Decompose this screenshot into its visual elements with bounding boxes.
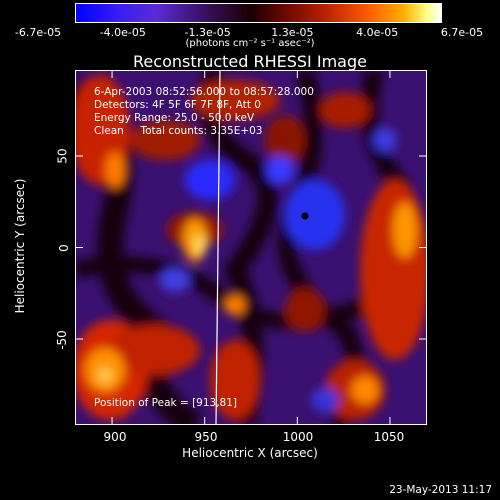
annotation-peak-position: Position of Peak = [913,81] xyxy=(94,397,238,409)
colorbar-tick-label: 6.7e-05 xyxy=(440,26,484,39)
y-tick-label: -50 xyxy=(54,330,69,350)
colorbar-tick-label: 4.0e-05 xyxy=(356,26,399,39)
annotation-time-range: 6-Apr-2003 08:52:56.000 to 08:57:28.000 xyxy=(94,86,314,98)
x-tick-label: 1000 xyxy=(282,430,314,444)
solar-limb-line xyxy=(215,70,221,425)
colorbar-tick-label: -6.7e-05 xyxy=(14,26,62,39)
colorbar-tick-label: -4.0e-05 xyxy=(99,26,146,39)
annotation-detectors: Detectors: 4F 5F 6F 7F 8F, Att 0 xyxy=(94,99,261,111)
y-tick-label: 50 xyxy=(55,148,70,164)
y-axis-label: Heliocentric Y (arcsec) xyxy=(13,178,27,314)
annotation-energy-range: Energy Range: 25.0 - 50.0 keV xyxy=(94,112,255,124)
chart-title: Reconstructed RHESSI Image xyxy=(133,52,367,71)
colorbar-tick-label: -1.3e-05 xyxy=(184,26,231,39)
colorbar xyxy=(75,3,442,23)
x-tick-label: 950 xyxy=(194,430,218,444)
colorbar-tick-label: 1.3e-05 xyxy=(271,26,314,39)
y-tick-label: 0 xyxy=(56,244,71,252)
peak-marker xyxy=(301,212,309,220)
x-axis-label: Heliocentric X (arcsec) xyxy=(182,446,318,460)
colorbar-unit-label: (photons cm⁻² s⁻¹ asec⁻²) xyxy=(185,38,315,49)
footer-timestamp: 23-May-2013 11:17 xyxy=(389,484,492,496)
heatmap-plot xyxy=(75,70,427,425)
annotation-total-counts: Clean Total counts: 3.35E+03 xyxy=(94,125,263,137)
x-tick-label: 900 xyxy=(103,430,127,444)
x-tick-label: 1050 xyxy=(373,430,405,444)
